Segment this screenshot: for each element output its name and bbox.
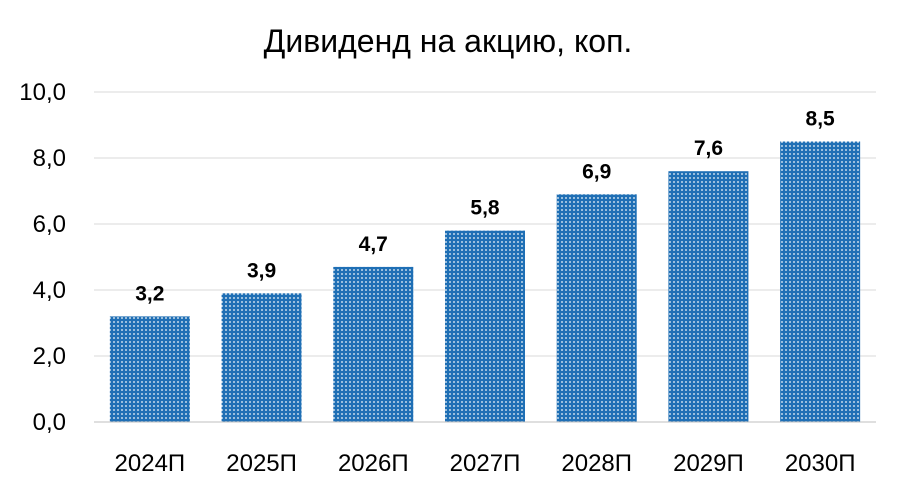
y-tick-label: 0,0: [33, 409, 66, 436]
x-category-label: 2028П: [561, 450, 632, 477]
bar-value-label: 3,2: [135, 282, 164, 305]
chart-title: Дивиденд на акцию, коп.: [264, 23, 633, 59]
bars: [109, 141, 861, 422]
bar-value-label: 7,6: [694, 137, 723, 160]
x-category-label: 2029П: [673, 450, 744, 477]
bar-value-label: 3,9: [247, 259, 276, 282]
x-category-label: 2030П: [785, 450, 856, 477]
x-category-label: 2026П: [338, 450, 409, 477]
bar-value-label: 6,9: [582, 160, 611, 183]
bar: [556, 194, 637, 422]
bar: [221, 293, 302, 422]
bar: [109, 316, 190, 422]
bar: [780, 141, 861, 422]
y-tick-label: 10,0: [19, 79, 66, 106]
bar: [668, 171, 749, 422]
bar-value-label: 4,7: [359, 233, 388, 256]
x-category-label: 2024П: [115, 450, 186, 477]
y-axis-ticks: 0,0 2,0 4,0 6,0 8,0 10,0: [19, 79, 66, 436]
x-category-label: 2025П: [226, 450, 297, 477]
y-tick-label: 8,0: [33, 145, 66, 172]
data-labels: 3,2 3,9 4,7 5,8 6,9 7,6 8,5: [135, 108, 835, 306]
x-category-label: 2027П: [450, 450, 521, 477]
bar: [445, 230, 525, 422]
y-tick-label: 4,0: [33, 277, 66, 304]
x-axis-ticks: 2024П 2025П 2026П 2027П 2028П 2029П 2030П: [115, 450, 856, 477]
y-tick-label: 2,0: [33, 343, 66, 370]
bar-value-label: 5,8: [470, 197, 500, 220]
bar: [333, 266, 414, 422]
bar-value-label: 8,5: [806, 108, 836, 131]
y-tick-label: 6,0: [33, 211, 66, 238]
